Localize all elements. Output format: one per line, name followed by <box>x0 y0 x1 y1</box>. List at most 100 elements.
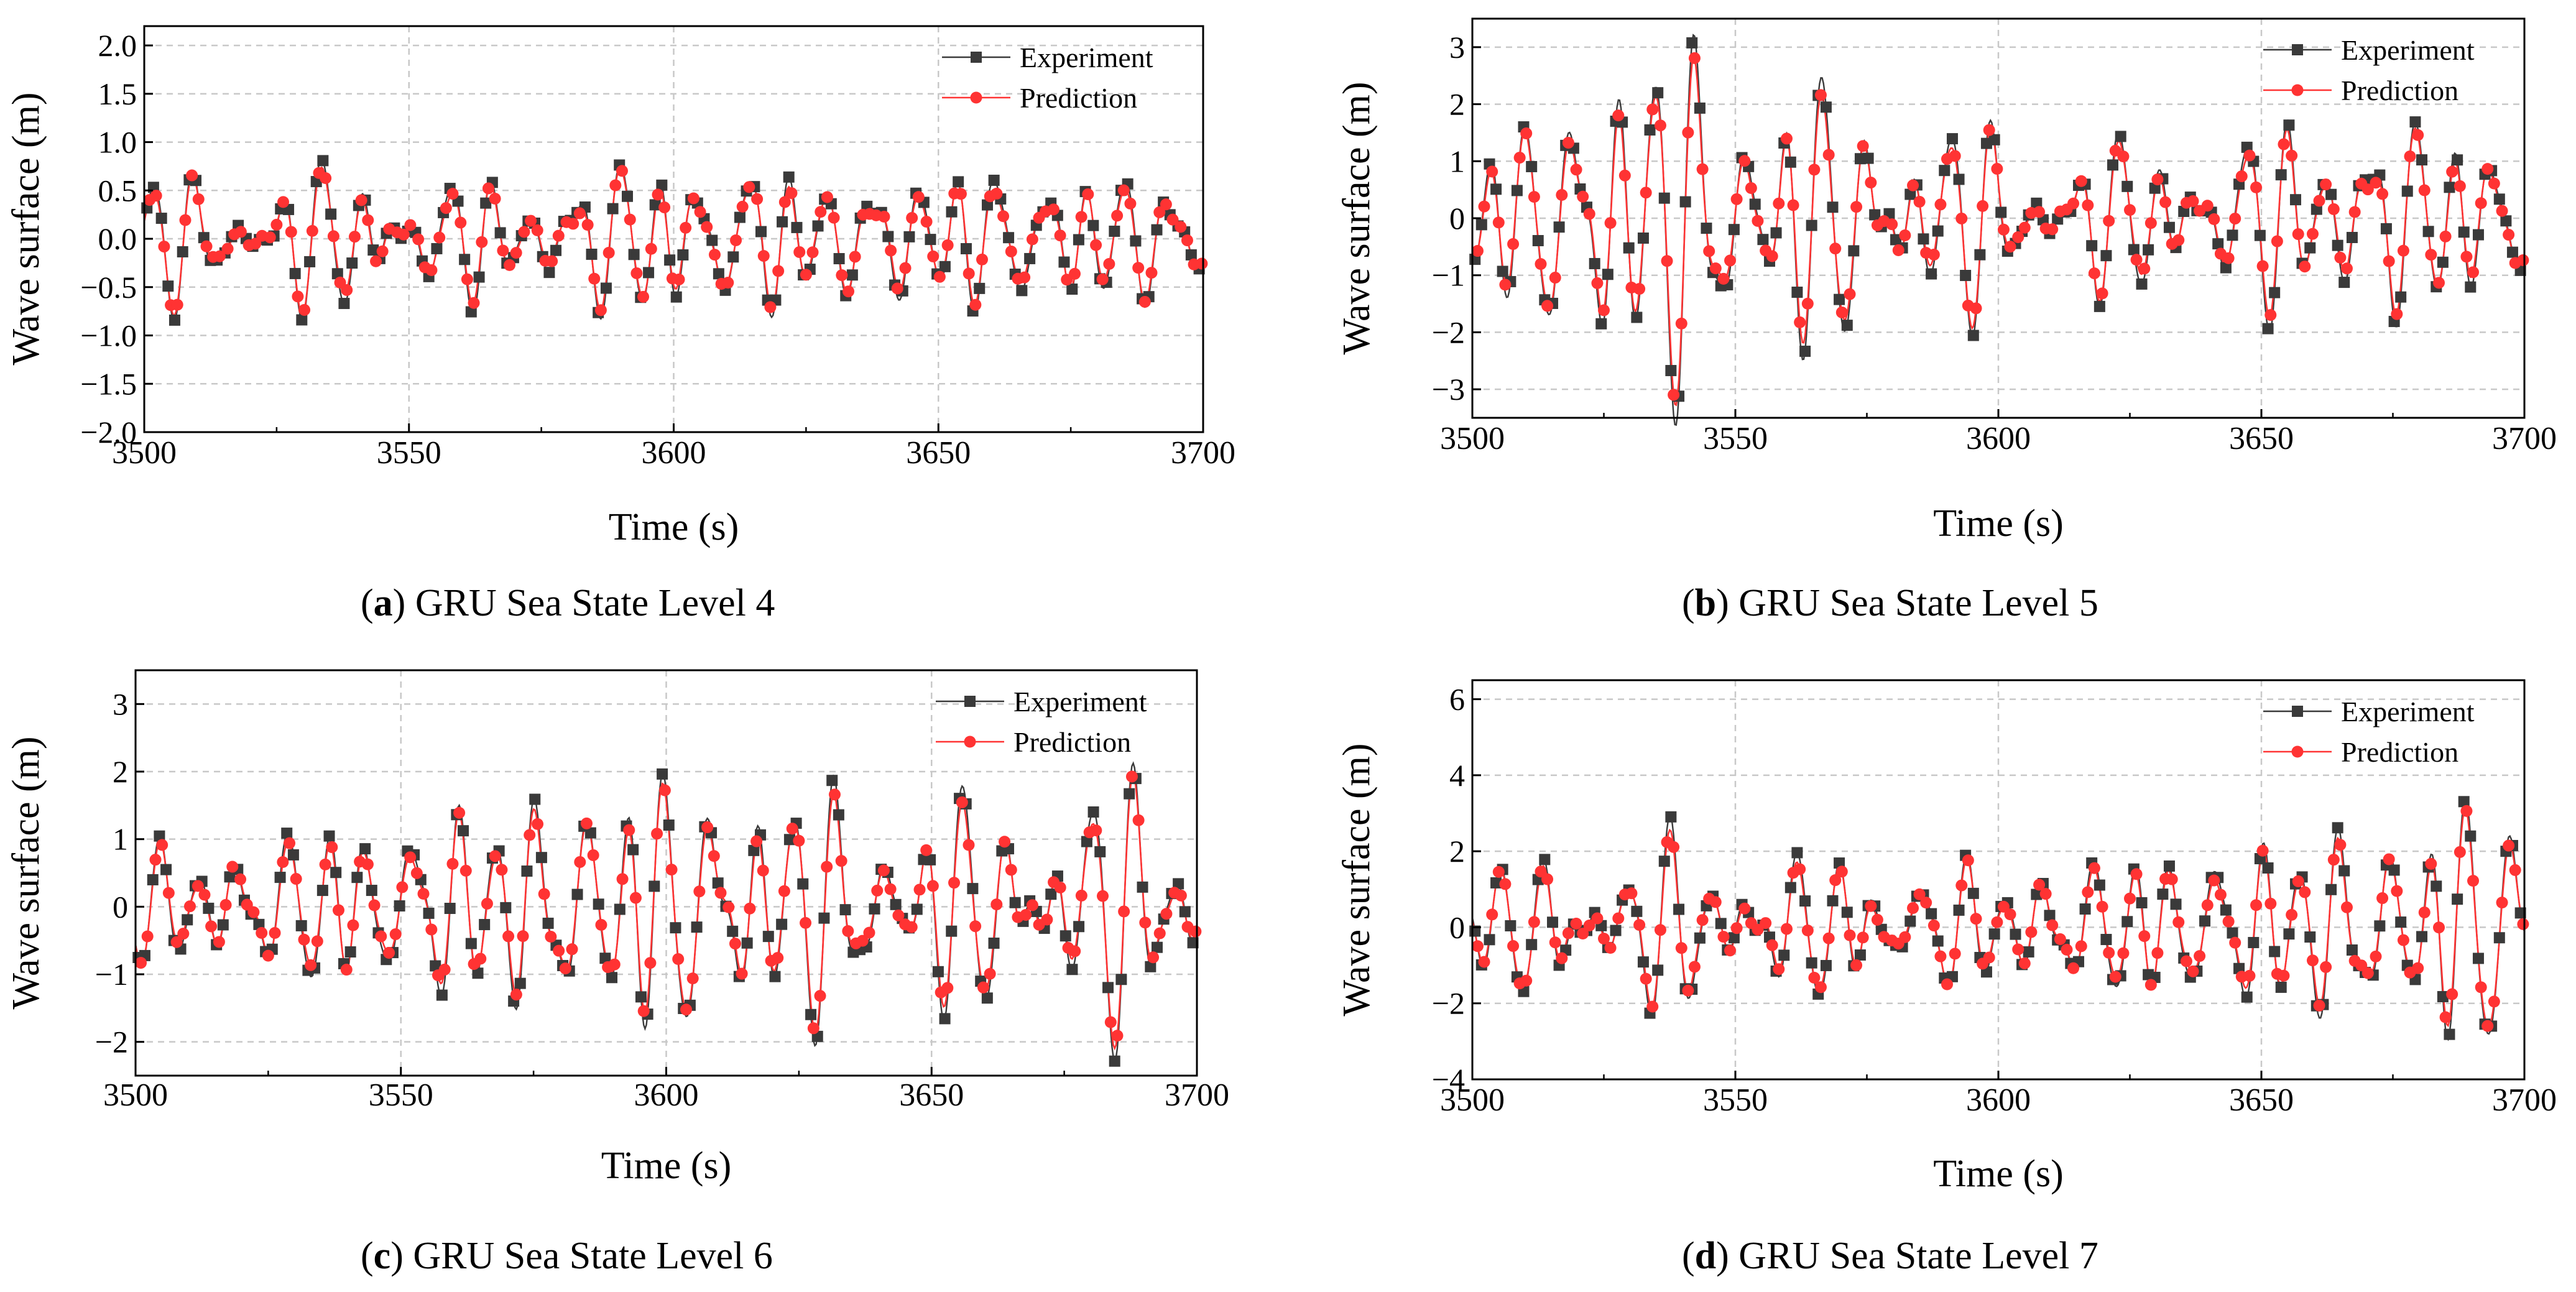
prediction-marker <box>856 934 869 947</box>
prediction-marker <box>815 206 827 218</box>
experiment-marker <box>436 989 448 1001</box>
prediction-marker <box>2075 175 2087 187</box>
prediction-marker <box>2418 906 2431 918</box>
prediction-marker <box>1738 902 1751 915</box>
experiment-marker <box>1658 856 1670 867</box>
x-tick-label: 3550 <box>1703 1082 1768 1118</box>
experiment-marker <box>797 878 809 890</box>
experiment-marker <box>1778 949 1790 961</box>
prediction-marker <box>1983 124 1995 136</box>
prediction-marker <box>2412 962 2424 974</box>
prediction-marker <box>1103 257 1115 270</box>
prediction-marker <box>1549 272 1561 284</box>
prediction-marker <box>2278 969 2290 982</box>
prediction-marker <box>2054 933 2066 946</box>
experiment-marker <box>287 849 299 861</box>
prediction-marker <box>1145 267 1158 279</box>
prediction-marker <box>474 953 487 965</box>
experiment-marker <box>2304 931 2316 943</box>
experiment-marker <box>2395 916 2407 928</box>
prediction-marker <box>871 884 884 897</box>
prediction-marker <box>179 214 192 226</box>
experiment-marker <box>367 244 379 256</box>
prediction-marker <box>814 990 826 1002</box>
caption-c: (c) GRU Sea State Level 6 <box>361 1235 773 1277</box>
experiment-marker <box>586 248 598 260</box>
experiment-marker <box>2472 953 2484 964</box>
experiment-marker <box>1185 249 1197 261</box>
prediction-marker <box>2012 943 2024 956</box>
experiment-marker <box>2094 879 2105 891</box>
experiment-marker <box>2143 244 2154 256</box>
prediction-marker <box>693 885 706 898</box>
experiment-marker <box>1475 219 1487 231</box>
x-axis-title: Time (s) <box>1933 502 2064 545</box>
experiment-marker <box>521 865 533 877</box>
caption-a-text: GRU Sea State Level 4 <box>415 582 775 624</box>
prediction-marker <box>899 262 912 274</box>
caption-d: (d) GRU Sea State Level 7 <box>1682 1235 2098 1277</box>
prediction-marker <box>205 920 218 933</box>
prediction-marker <box>2292 875 2304 887</box>
caption-b-letter: b <box>1694 582 1717 624</box>
prediction-marker <box>969 298 982 311</box>
prediction-marker <box>1730 922 1743 934</box>
chart-panel-d: 3500 3550 3600 3650 3700 −4 −2 0 2 4 6 Time (s) Wave… <box>1336 679 2557 1195</box>
prediction-marker <box>1612 912 1625 925</box>
prediction-marker <box>1486 165 1498 178</box>
experiment-marker <box>2493 932 2505 944</box>
experiment-marker <box>1686 37 1698 48</box>
experiment-marker <box>1673 903 1685 915</box>
prediction-marker <box>757 864 769 877</box>
experiment-marker <box>1799 345 1811 357</box>
prediction-marker <box>2496 205 2508 217</box>
legend-prediction-marker <box>964 736 976 748</box>
prediction-marker <box>1153 206 1166 218</box>
prediction-marker <box>1822 149 1835 161</box>
prediction-marker <box>2117 150 2130 163</box>
experiment-marker <box>2115 131 2126 142</box>
prediction-marker <box>736 967 748 980</box>
prediction-marker <box>1801 297 1814 310</box>
prediction-marker <box>2046 919 2059 931</box>
prediction-marker <box>1814 981 1827 994</box>
experiment-marker <box>1988 134 2000 145</box>
experiment-marker <box>1820 101 1832 113</box>
prediction-marker <box>446 857 459 870</box>
prediction-marker <box>158 241 170 253</box>
prediction-marker <box>807 1022 819 1035</box>
experiment-marker <box>2094 300 2105 312</box>
prediction-marker <box>2124 204 2136 216</box>
prediction-marker <box>1138 295 1151 308</box>
prediction-marker <box>361 858 374 870</box>
prediction-marker <box>2012 231 2024 244</box>
prediction-marker <box>2243 149 2256 162</box>
experiment-marker <box>783 171 795 183</box>
experiment-marker <box>1130 235 1142 247</box>
prediction-marker <box>270 218 283 231</box>
y-tick-label: 1 <box>1449 144 1465 178</box>
prediction-marker <box>580 817 593 829</box>
prediction-marker <box>905 921 918 933</box>
experiment-marker <box>769 971 781 982</box>
prediction-marker <box>1654 119 1666 132</box>
experiment-marker <box>2241 991 2253 1003</box>
prediction-marker <box>2361 183 2374 196</box>
prediction-marker <box>1583 920 1595 932</box>
prediction-marker <box>262 949 274 962</box>
experiment-marker <box>1066 284 1078 295</box>
experiment-marker <box>346 257 358 269</box>
x-tick-label: 3700 <box>2492 1082 2557 1118</box>
experiment-marker <box>833 253 845 265</box>
prediction-marker <box>1054 881 1066 893</box>
prediction-marker <box>2130 868 2143 880</box>
experiment-marker <box>2493 193 2505 205</box>
experiment-marker <box>529 793 541 805</box>
prediction-marker <box>1738 155 1751 167</box>
prediction-marker <box>1865 900 1877 912</box>
experiment-marker <box>890 898 902 910</box>
experiment-marker <box>1610 925 1622 936</box>
prediction-marker <box>1160 908 1173 920</box>
prediction-marker <box>714 887 727 899</box>
prediction-marker <box>2166 873 2178 885</box>
